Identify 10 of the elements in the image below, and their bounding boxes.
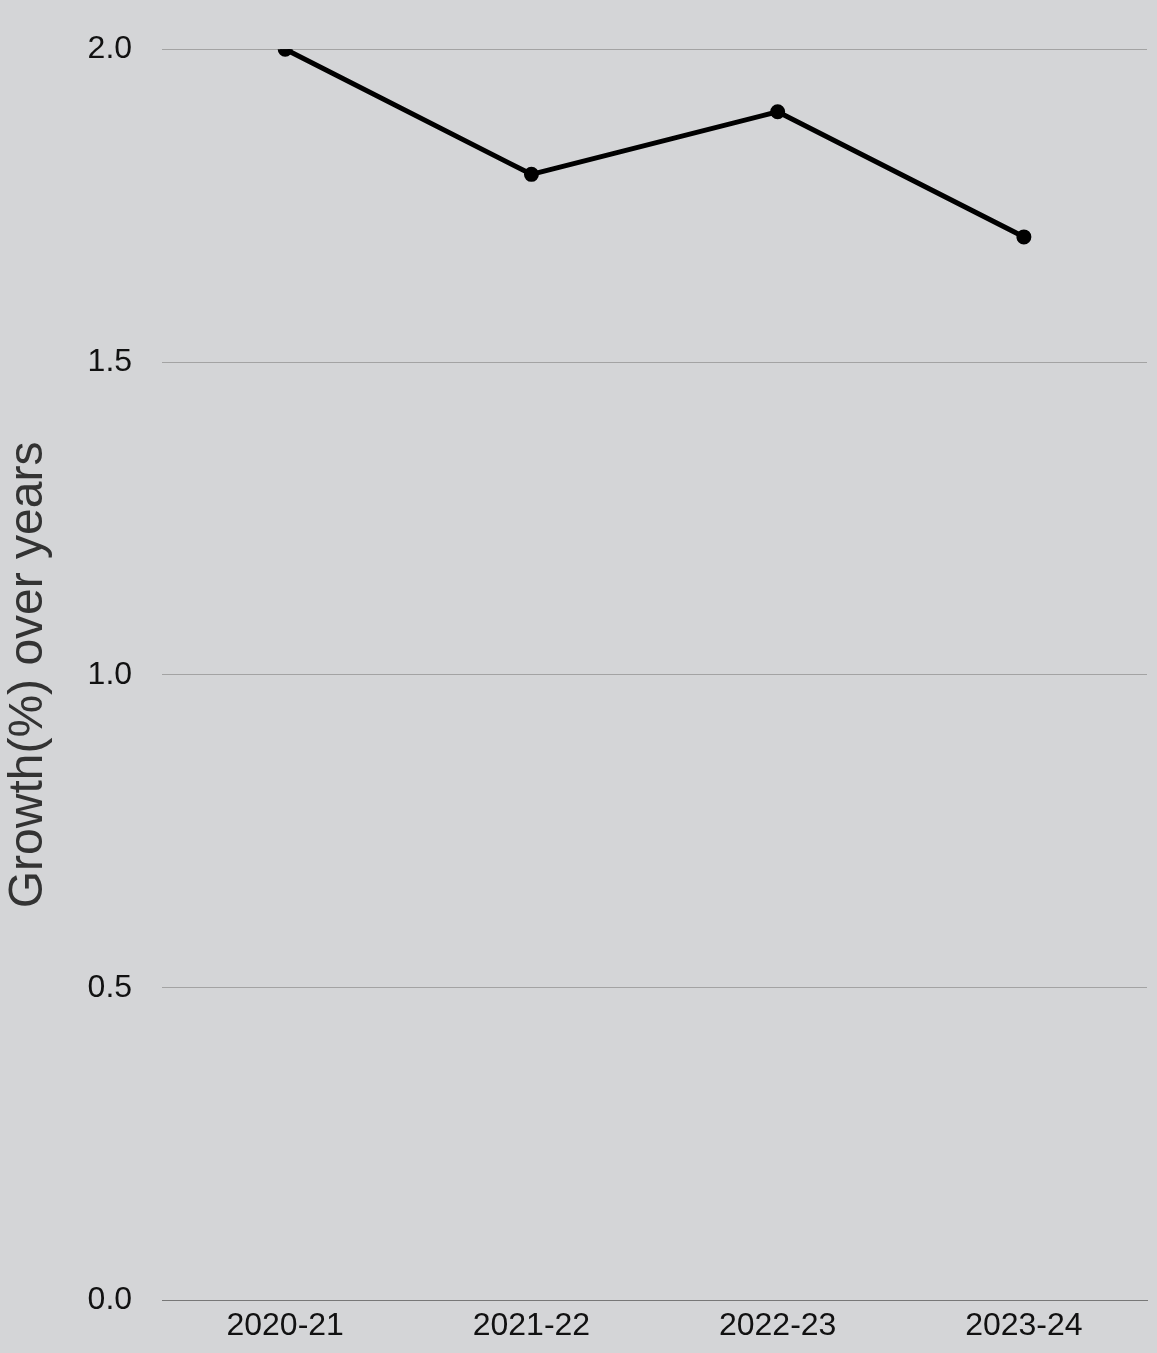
x-tick-label: 2020-21 bbox=[226, 1305, 344, 1342]
y-tick-label: 0.5 bbox=[87, 967, 133, 1004]
y-axis-title: Growth(%) over years bbox=[0, 441, 53, 909]
y-tick-label: 2.0 bbox=[87, 29, 133, 66]
x-tick-label: 2021-22 bbox=[472, 1305, 591, 1342]
x-tick-label: 2022-23 bbox=[718, 1305, 837, 1342]
y-tick-label: 1.5 bbox=[87, 341, 133, 378]
y-tick-label: 1.0 bbox=[87, 654, 133, 691]
x-tick-label: 2023-24 bbox=[965, 1305, 1083, 1342]
y-tick-label: 0.0 bbox=[87, 1280, 133, 1317]
